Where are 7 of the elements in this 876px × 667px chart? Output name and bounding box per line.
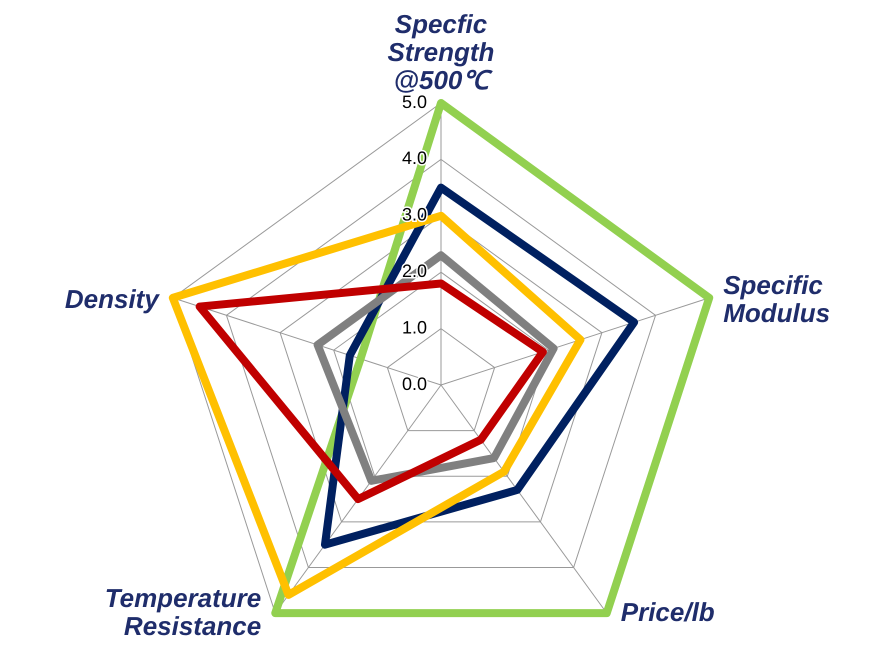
spoke-label: Specific Modulus: [723, 270, 830, 328]
spoke-label: Density: [64, 284, 160, 314]
y-tick-label: 1.0: [402, 317, 427, 338]
y-tick-label: 0.0: [402, 374, 427, 394]
spoke-label: Temperature Resistance: [104, 583, 262, 642]
spoke-label: Price/lb: [620, 597, 715, 628]
y-tick-label: 3.0: [402, 204, 427, 225]
